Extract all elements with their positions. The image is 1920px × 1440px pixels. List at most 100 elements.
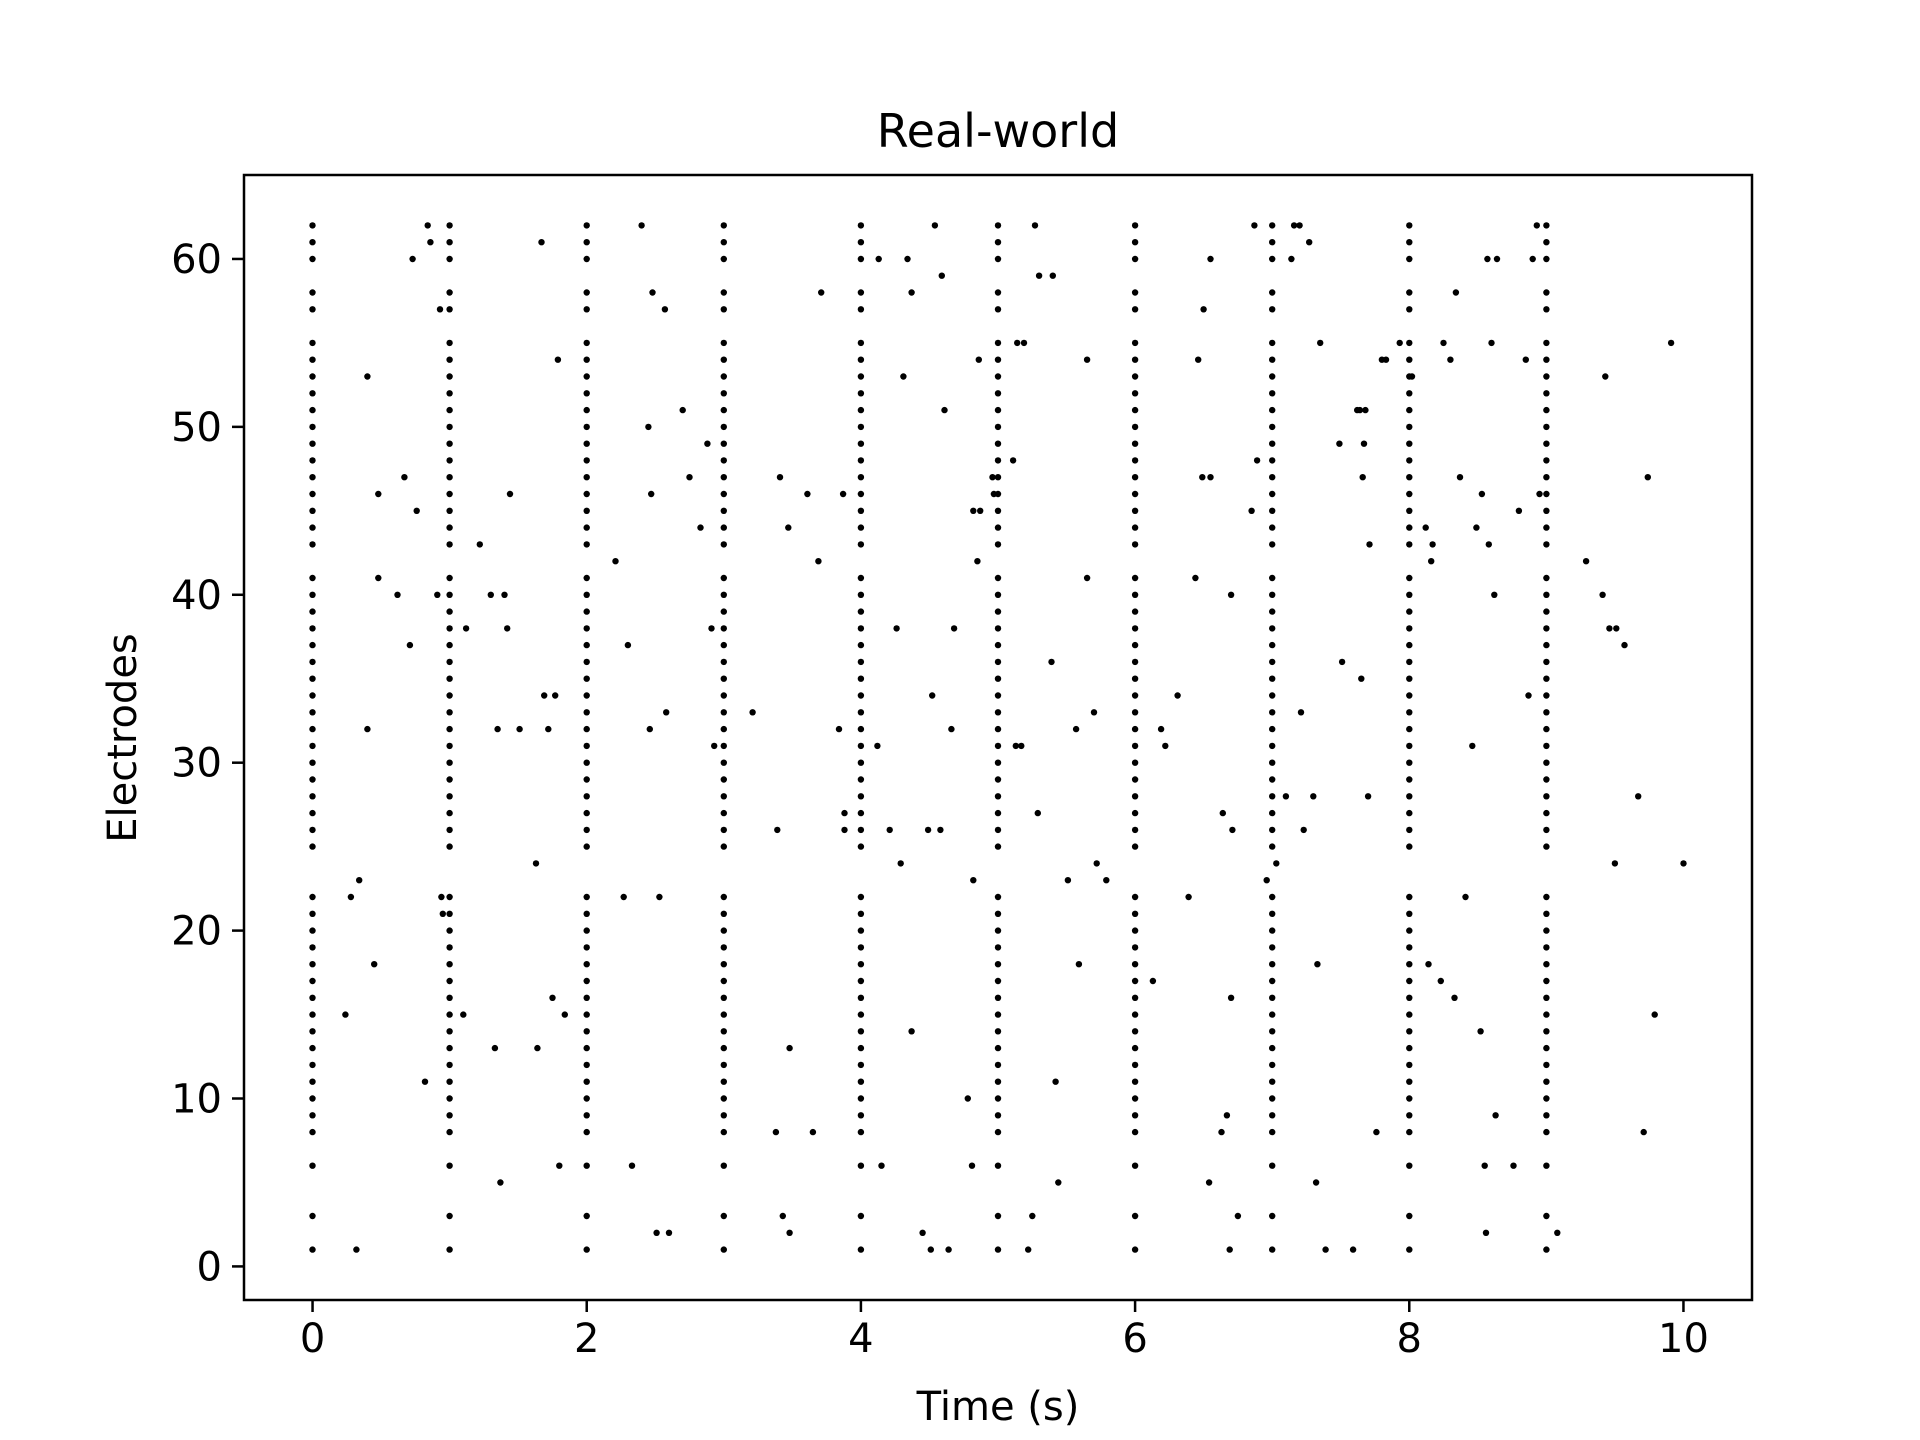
- burst-spike-point: [857, 373, 865, 380]
- spike-point: [1362, 406, 1369, 414]
- burst-spike-point: [1406, 625, 1413, 632]
- burst-spike-point: [446, 893, 453, 901]
- burst-spike-point: [1543, 289, 1550, 296]
- spike-point: [1031, 222, 1039, 229]
- burst-spike-point: [1269, 675, 1276, 682]
- burst-spike-point: [857, 306, 865, 313]
- burst-spike-point: [1543, 356, 1550, 363]
- burst-spike-point: [994, 1128, 1002, 1136]
- burst-spike-point: [994, 725, 1002, 733]
- spike-point: [804, 490, 811, 498]
- spike-point: [434, 591, 441, 598]
- burst-spike-point: [994, 692, 1002, 699]
- burst-spike-point: [446, 910, 453, 917]
- spike-point: [1207, 255, 1214, 263]
- y-tick-label: 40: [171, 573, 222, 619]
- spike-point: [1644, 474, 1652, 481]
- burst-spike-point: [446, 373, 453, 380]
- burst-spike-point: [583, 608, 590, 615]
- spike-point: [1478, 490, 1486, 498]
- burst-spike-point: [1269, 893, 1276, 901]
- burst-spike-point: [309, 625, 316, 632]
- burst-spike-point: [309, 574, 316, 582]
- burst-spike-point: [1406, 406, 1413, 414]
- burst-spike-point: [857, 255, 865, 263]
- spike-point: [968, 1162, 976, 1169]
- burst-spike-point: [720, 675, 727, 682]
- burst-spike-point: [309, 1128, 316, 1136]
- burst-spike-point: [720, 524, 727, 531]
- burst-spike-point: [309, 373, 316, 380]
- burst-spike-point: [1131, 1162, 1139, 1169]
- x-tick-label: 10: [1658, 1316, 1709, 1362]
- burst-spike-point: [1131, 826, 1139, 834]
- burst-spike-point: [1269, 289, 1276, 296]
- burst-spike-point: [1406, 1112, 1413, 1119]
- burst-spike-point: [994, 457, 1002, 464]
- spike-point: [772, 1128, 780, 1136]
- burst-spike-point: [994, 541, 1002, 548]
- burst-spike-point: [994, 1112, 1002, 1119]
- spike-point: [1296, 222, 1303, 229]
- burst-spike-point: [857, 1246, 865, 1253]
- burst-spike-point: [720, 1162, 727, 1169]
- spike-point: [356, 877, 363, 884]
- burst-spike-point: [1543, 339, 1550, 347]
- burst-spike-point: [1269, 490, 1276, 498]
- burst-spike-point: [1269, 356, 1276, 363]
- spike-point: [1602, 373, 1609, 380]
- spike-point: [908, 1028, 915, 1035]
- burst-spike-point: [1131, 1028, 1139, 1035]
- burst-spike-point: [1131, 574, 1139, 582]
- burst-spike-point: [1131, 1212, 1139, 1220]
- spike-point: [347, 893, 355, 901]
- spike-point: [1083, 356, 1091, 363]
- burst-spike-point: [583, 1162, 590, 1169]
- spike-point: [532, 860, 540, 867]
- spike-point: [1227, 994, 1235, 1001]
- burst-spike-point: [1406, 893, 1413, 901]
- burst-spike-point: [1131, 373, 1139, 380]
- spike-point: [1306, 239, 1313, 246]
- spike-point: [1515, 507, 1523, 514]
- spike-point: [1226, 1246, 1233, 1253]
- burst-spike-point: [309, 1061, 316, 1069]
- burst-spike-point: [1406, 1128, 1413, 1136]
- spike-point: [1360, 440, 1368, 447]
- burst-spike-point: [857, 608, 865, 615]
- burst-spike-point: [583, 339, 590, 347]
- burst-spike-point: [720, 1044, 727, 1052]
- burst-spike-point: [994, 742, 1002, 750]
- spike-point: [1251, 222, 1258, 229]
- burst-spike-point: [720, 255, 727, 263]
- burst-spike-point: [720, 927, 727, 934]
- spike-point: [1288, 255, 1295, 263]
- burst-spike-point: [446, 406, 453, 414]
- spike-point: [491, 1044, 499, 1052]
- spike-point: [1052, 1078, 1059, 1085]
- burst-spike-point: [309, 927, 316, 934]
- burst-spike-point: [583, 725, 590, 733]
- spike-point: [1635, 793, 1642, 800]
- burst-spike-point: [1269, 910, 1276, 917]
- spike-point: [786, 1044, 793, 1052]
- burst-spike-point: [1406, 809, 1413, 817]
- spike-point: [1083, 574, 1091, 582]
- burst-spike-point: [583, 239, 590, 246]
- burst-spike-point: [1406, 692, 1413, 699]
- burst-spike-point: [857, 490, 865, 498]
- burst-spike-point: [857, 1162, 865, 1169]
- burst-spike-point: [583, 994, 590, 1001]
- spike-point: [628, 1162, 636, 1169]
- burst-spike-point: [309, 406, 316, 414]
- spike-point: [538, 239, 545, 246]
- burst-spike-point: [1269, 1078, 1276, 1085]
- burst-spike-point: [583, 1044, 590, 1052]
- y-tick-label: 60: [171, 237, 222, 283]
- burst-spike-point: [994, 423, 1002, 431]
- spike-point: [552, 692, 559, 699]
- burst-spike-point: [1543, 524, 1550, 531]
- burst-spike-point: [720, 474, 727, 481]
- spike-point: [970, 877, 977, 884]
- burst-spike-point: [1269, 440, 1276, 447]
